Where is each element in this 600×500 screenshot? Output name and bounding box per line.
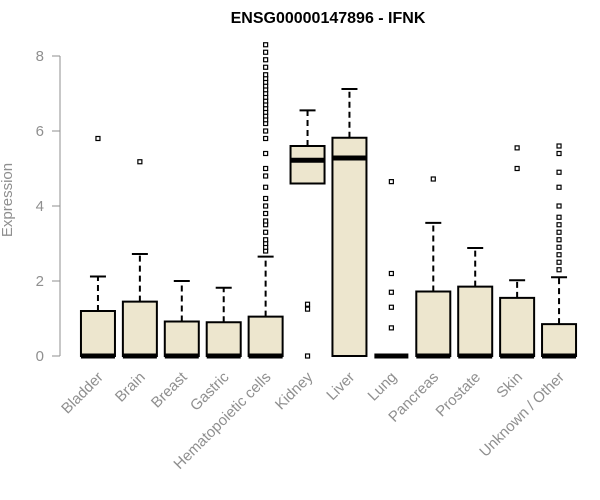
box-body bbox=[79, 310, 116, 357]
outlier-point bbox=[556, 252, 562, 258]
outlier-point bbox=[556, 169, 562, 175]
outlier-point bbox=[263, 229, 269, 235]
box-12 bbox=[541, 143, 578, 359]
category-label: Breast bbox=[148, 368, 191, 411]
outlier-point bbox=[556, 267, 562, 273]
y-tick-label: 6 bbox=[36, 123, 44, 140]
outlier-point bbox=[304, 301, 311, 307]
outlier-point bbox=[263, 64, 269, 70]
outlier-point bbox=[263, 42, 269, 48]
outlier-point bbox=[263, 72, 269, 78]
y-axis-ticks: 0 2 4 6 8 bbox=[36, 48, 60, 365]
y-tick-label: 0 bbox=[36, 348, 44, 365]
box-body bbox=[247, 315, 284, 357]
outlier-point bbox=[263, 237, 269, 243]
category-label: Bladder bbox=[58, 369, 107, 418]
category-label: Skin bbox=[493, 369, 526, 402]
box-body bbox=[163, 320, 200, 357]
box-5 bbox=[247, 42, 284, 359]
box-4 bbox=[205, 286, 242, 359]
outlier-point bbox=[388, 179, 394, 185]
category-label: Lung bbox=[365, 369, 401, 405]
box-body bbox=[415, 290, 452, 357]
outlier-point bbox=[388, 325, 394, 331]
box-body bbox=[121, 300, 158, 357]
box-body bbox=[541, 323, 578, 357]
box-body bbox=[289, 145, 326, 185]
outlier-point bbox=[95, 135, 101, 142]
box-body bbox=[457, 285, 494, 357]
y-tick-label: 4 bbox=[36, 198, 44, 215]
box-3 bbox=[163, 280, 200, 359]
outlier-point bbox=[263, 195, 269, 202]
y-tick-label: 2 bbox=[36, 273, 44, 290]
box-11 bbox=[499, 145, 536, 359]
box-9 bbox=[415, 176, 452, 359]
outlier-point bbox=[556, 150, 562, 157]
outlier-point bbox=[556, 222, 562, 228]
outlier-point bbox=[263, 49, 269, 55]
outlier-point bbox=[556, 259, 562, 265]
box-8 bbox=[374, 179, 409, 359]
outlier-point bbox=[556, 203, 562, 209]
category-label: Kidney bbox=[272, 368, 317, 413]
category-label: Liver bbox=[323, 369, 358, 404]
box-10 bbox=[457, 247, 494, 359]
outlier-point bbox=[304, 306, 311, 312]
chart-title: ENSG00000147896 - IFNK bbox=[231, 10, 426, 27]
outlier-point bbox=[263, 150, 269, 157]
outlier-point bbox=[304, 353, 311, 359]
outlier-point bbox=[263, 203, 269, 209]
box-2 bbox=[121, 159, 158, 359]
outlier-point bbox=[137, 159, 143, 165]
category-label: Brain bbox=[112, 369, 149, 406]
outlier-point bbox=[514, 145, 520, 151]
box-body bbox=[499, 296, 536, 357]
box-6 bbox=[289, 109, 326, 359]
outlier-point bbox=[556, 237, 562, 243]
outlier-point bbox=[556, 244, 562, 250]
y-axis-label: Expression bbox=[0, 163, 16, 237]
box-7 bbox=[331, 88, 368, 357]
outlier-point bbox=[388, 304, 394, 310]
outlier-point bbox=[430, 176, 436, 182]
outlier-point bbox=[556, 143, 562, 149]
outlier-point bbox=[263, 173, 269, 179]
outlier-point bbox=[263, 210, 269, 217]
outlier-point bbox=[388, 289, 394, 295]
outlier-point bbox=[556, 214, 562, 220]
outlier-point bbox=[263, 57, 269, 63]
outlier-point bbox=[263, 218, 269, 224]
box-series bbox=[79, 42, 578, 359]
y-tick-label: 8 bbox=[36, 48, 44, 65]
outlier-point bbox=[263, 165, 269, 172]
outlier-point bbox=[263, 184, 269, 190]
outlier-point bbox=[263, 135, 269, 142]
outlier-point bbox=[556, 229, 562, 235]
box-1 bbox=[79, 135, 116, 359]
outlier-point bbox=[263, 128, 269, 134]
box-body bbox=[331, 136, 368, 357]
outlier-point bbox=[514, 165, 520, 172]
outlier-point bbox=[556, 184, 562, 190]
outlier-point bbox=[388, 270, 394, 277]
box-body bbox=[205, 321, 242, 357]
category-label: Prostate bbox=[433, 369, 485, 421]
